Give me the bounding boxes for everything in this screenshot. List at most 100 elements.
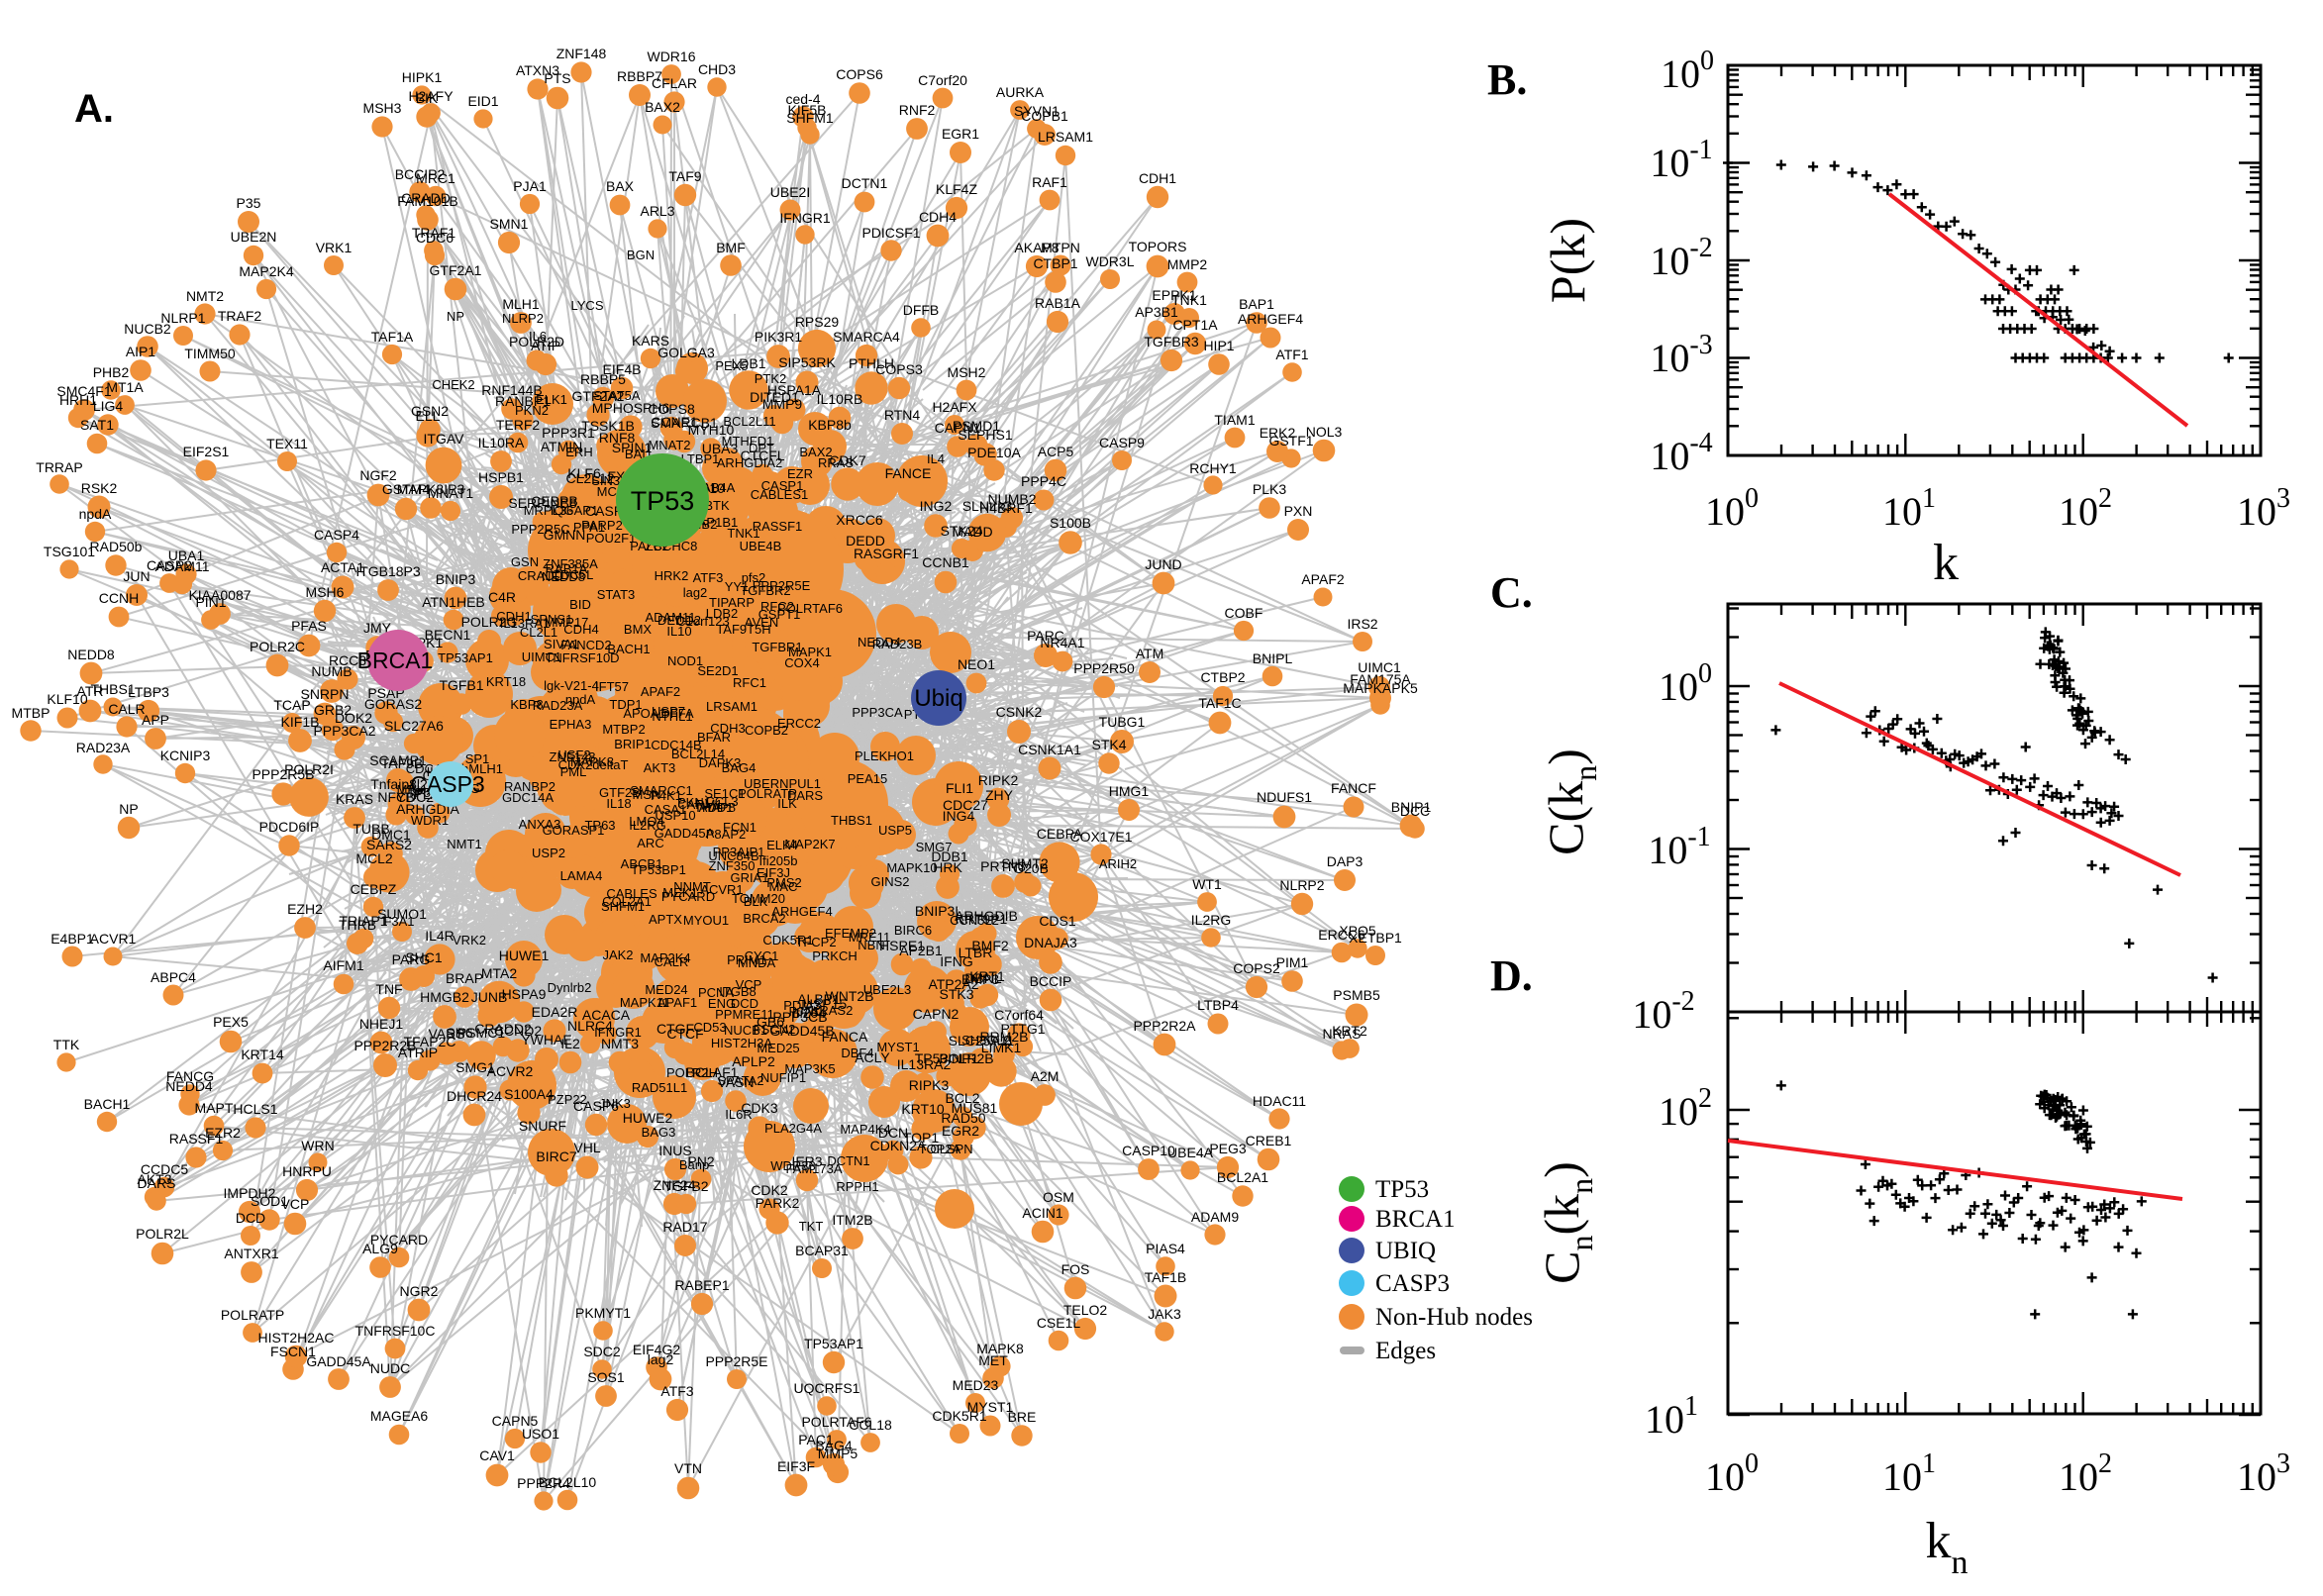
svg-text:PDICSF1: PDICSF1 bbox=[861, 225, 920, 241]
svg-text:UBE2I: UBE2I bbox=[770, 184, 810, 200]
svg-text:CASP3: CASP3 bbox=[1375, 1270, 1450, 1297]
svg-text:CTCFL: CTCFL bbox=[740, 448, 784, 463]
svg-text:MMP2: MMP2 bbox=[1167, 256, 1208, 272]
svg-text:DARS: DARS bbox=[138, 1175, 176, 1191]
svg-text:BAX: BAX bbox=[606, 178, 635, 194]
svg-text:WRN: WRN bbox=[301, 1138, 334, 1153]
svg-text:PMS2: PMS2 bbox=[766, 875, 801, 890]
svg-text:ATF3: ATF3 bbox=[660, 1383, 693, 1399]
svg-text:HUWE2: HUWE2 bbox=[623, 1110, 673, 1126]
svg-text:CEBPZ: CEBPZ bbox=[351, 881, 397, 897]
svg-text:DEDD2: DEDD2 bbox=[657, 613, 701, 628]
svg-text:PPP4C: PPP4C bbox=[1021, 473, 1066, 489]
svg-text:KBP8b: KBP8b bbox=[808, 417, 852, 433]
svg-text:AKT3: AKT3 bbox=[644, 760, 676, 775]
svg-text:CASP10: CASP10 bbox=[1122, 1143, 1175, 1158]
svg-text:pfs2: pfs2 bbox=[742, 570, 766, 585]
svg-text:CDH1: CDH1 bbox=[1139, 170, 1176, 186]
svg-text:MT1A: MT1A bbox=[106, 379, 144, 395]
svg-text:EGR2: EGR2 bbox=[942, 1123, 979, 1139]
svg-text:BMF: BMF bbox=[716, 240, 746, 255]
svg-text:HMG1: HMG1 bbox=[1109, 783, 1150, 799]
svg-text:DNAJA3: DNAJA3 bbox=[1024, 935, 1077, 950]
svg-text:TOP1: TOP1 bbox=[903, 1130, 940, 1146]
svg-text:HSPB1: HSPB1 bbox=[478, 469, 524, 485]
svg-text:MAPK8: MAPK8 bbox=[976, 1341, 1024, 1356]
svg-text:EID1: EID1 bbox=[467, 93, 498, 109]
svg-text:UBA3: UBA3 bbox=[702, 441, 739, 456]
svg-text:MAPK10: MAPK10 bbox=[886, 860, 937, 875]
svg-text:TGFB2: TGFB2 bbox=[663, 1178, 708, 1194]
svg-text:SHFM1: SHFM1 bbox=[786, 110, 834, 126]
svg-text:PML: PML bbox=[560, 764, 587, 779]
svg-text:KLF4Z: KLF4Z bbox=[936, 181, 977, 197]
svg-text:PPP2R5E: PPP2R5E bbox=[705, 1353, 767, 1369]
svg-text:BRIP1: BRIP1 bbox=[614, 737, 652, 751]
svg-text:MLH1: MLH1 bbox=[502, 296, 540, 312]
svg-text:HRH1: HRH1 bbox=[59, 392, 97, 408]
svg-text:ARL3: ARL3 bbox=[640, 203, 674, 219]
svg-text:DAPK3: DAPK3 bbox=[699, 755, 742, 770]
svg-text:C4R: C4R bbox=[488, 589, 516, 605]
svg-text:TAF1B: TAF1B bbox=[1145, 1269, 1187, 1285]
svg-text:MSH2: MSH2 bbox=[948, 364, 986, 380]
svg-text:CEBPA: CEBPA bbox=[1037, 826, 1083, 842]
svg-text:NDUFS1: NDUFS1 bbox=[1257, 789, 1312, 805]
svg-text:ACP5: ACP5 bbox=[1038, 444, 1074, 459]
svg-text:PSMD1: PSMD1 bbox=[953, 418, 1000, 434]
svg-text:SNURF: SNURF bbox=[519, 1118, 566, 1134]
svg-text:MMP9: MMP9 bbox=[762, 396, 803, 412]
svg-text:USP2: USP2 bbox=[532, 846, 565, 860]
svg-text:CTCF: CTCF bbox=[666, 1026, 703, 1042]
svg-text:POU2F1: POU2F1 bbox=[586, 531, 637, 546]
svg-text:SAT1: SAT1 bbox=[80, 417, 114, 433]
svg-text:SIP53RK: SIP53RK bbox=[778, 354, 836, 370]
svg-text:VASN: VASN bbox=[717, 1074, 754, 1090]
svg-text:KLF6: KLF6 bbox=[567, 465, 601, 481]
svg-text:TAF9: TAF9 bbox=[668, 168, 701, 184]
svg-text:IL4: IL4 bbox=[927, 451, 945, 466]
svg-text:RABEP1: RABEP1 bbox=[674, 1277, 729, 1293]
svg-text:G20B: G20B bbox=[1013, 860, 1049, 876]
svg-text:RFC1: RFC1 bbox=[733, 675, 766, 690]
svg-text:PXN: PXN bbox=[1284, 503, 1313, 519]
svg-text:BRCA1: BRCA1 bbox=[357, 648, 434, 673]
svg-text:EGR1: EGR1 bbox=[942, 126, 979, 142]
svg-text:FANCE: FANCE bbox=[885, 465, 932, 481]
svg-text:BRAP: BRAP bbox=[446, 970, 483, 986]
svg-text:FANCF: FANCF bbox=[1331, 780, 1376, 796]
svg-text:JUND: JUND bbox=[1145, 556, 1181, 572]
svg-text:PARP2: PARP2 bbox=[581, 518, 623, 533]
svg-text:MYH10: MYH10 bbox=[688, 422, 735, 438]
svg-text:SDC2: SDC2 bbox=[583, 1344, 621, 1359]
svg-text:KRT9P1: KRT9P1 bbox=[956, 911, 1008, 927]
svg-text:ACLY: ACLY bbox=[855, 1049, 890, 1065]
svg-text:WDR16: WDR16 bbox=[647, 49, 695, 64]
svg-text:PTHLH: PTHLH bbox=[849, 355, 894, 371]
svg-text:HUWE1: HUWE1 bbox=[499, 948, 550, 963]
svg-text:BIRC7: BIRC7 bbox=[536, 1148, 576, 1164]
svg-text:PP3AIP1: PP3AIP1 bbox=[713, 845, 765, 859]
svg-text:ELK4: ELK4 bbox=[766, 838, 798, 852]
svg-text:KRT10: KRT10 bbox=[901, 1101, 945, 1117]
svg-text:PSMB5: PSMB5 bbox=[1333, 987, 1380, 1003]
svg-text:AVEN: AVEN bbox=[745, 615, 778, 630]
svg-text:APP: APP bbox=[142, 712, 169, 728]
svg-text:PPP3CA: PPP3CA bbox=[852, 705, 903, 720]
svg-text:PLA2G4A: PLA2G4A bbox=[764, 1121, 822, 1136]
svg-text:DCTN1: DCTN1 bbox=[842, 175, 888, 191]
svg-text:COPS6: COPS6 bbox=[836, 66, 883, 82]
svg-text:WDR3L: WDR3L bbox=[1085, 253, 1134, 269]
svg-text:RSK2: RSK2 bbox=[81, 480, 118, 496]
svg-text:UQCRFS1: UQCRFS1 bbox=[794, 1380, 860, 1396]
svg-text:BCL2A1: BCL2A1 bbox=[1217, 1169, 1268, 1185]
svg-text:CDH4: CDH4 bbox=[919, 209, 957, 225]
svg-text:IL2: IL2 bbox=[560, 1036, 580, 1051]
svg-text:NUMB: NUMB bbox=[311, 663, 352, 679]
svg-text:MCL2: MCL2 bbox=[355, 850, 393, 866]
svg-text:LDB2: LDB2 bbox=[706, 606, 739, 621]
svg-text:HCLS1: HCLS1 bbox=[233, 1101, 277, 1117]
svg-text:APLP2: APLP2 bbox=[732, 1053, 775, 1069]
svg-text:CDK7: CDK7 bbox=[829, 452, 866, 468]
svg-text:DEDD: DEDD bbox=[846, 533, 885, 549]
